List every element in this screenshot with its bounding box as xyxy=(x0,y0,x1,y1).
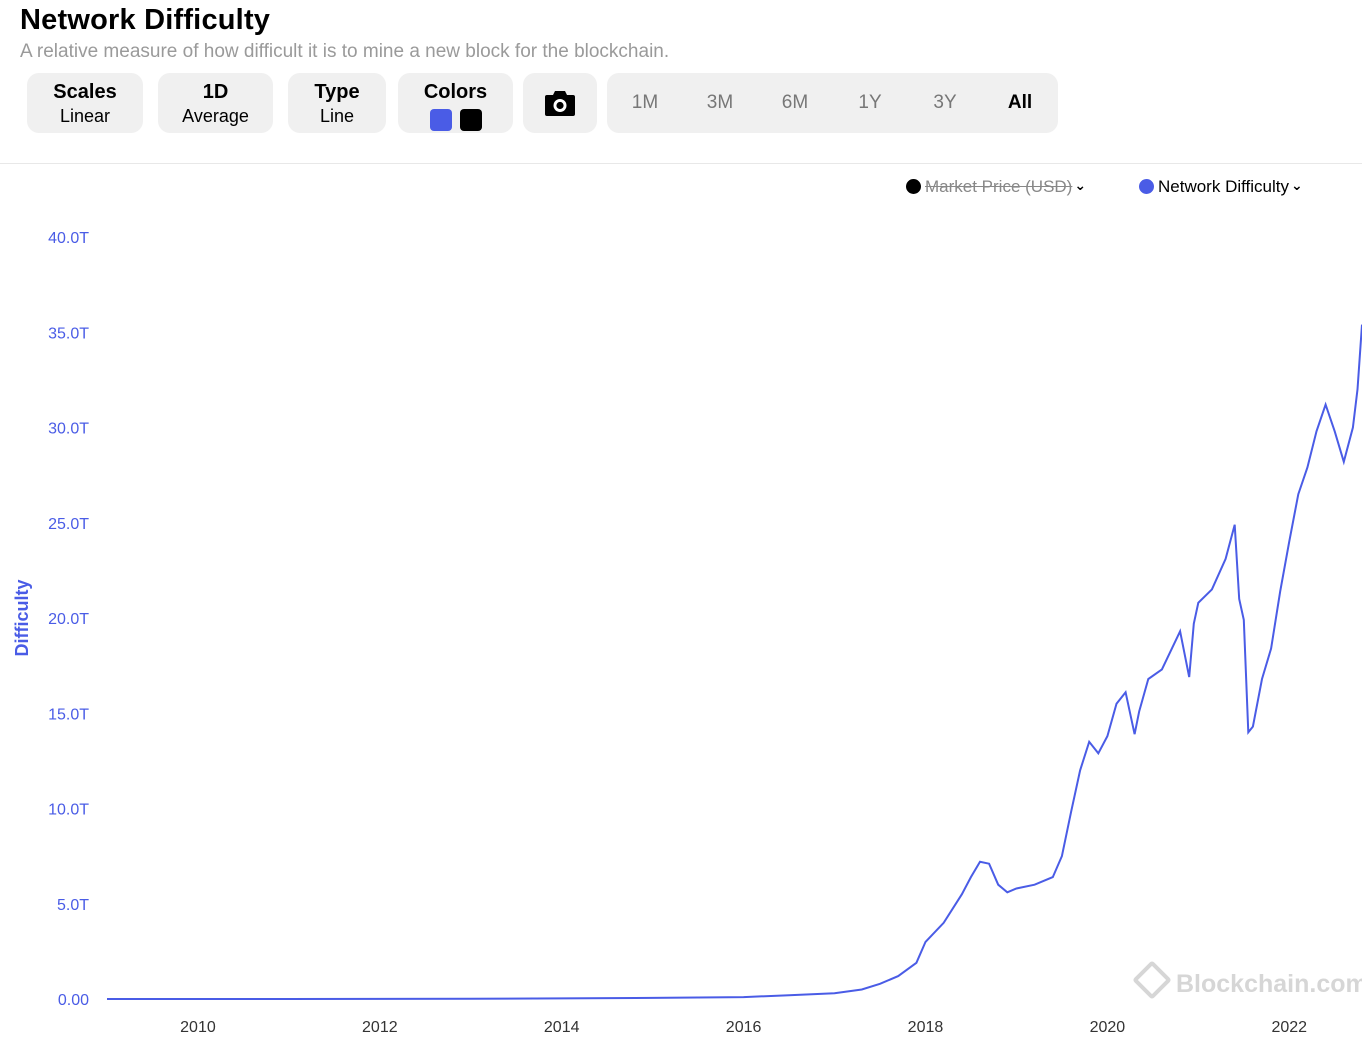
screenshot-button[interactable] xyxy=(523,73,597,133)
y-tick-label: 40.0T xyxy=(48,230,89,247)
y-tick-label: 0.00 xyxy=(58,992,89,1009)
type-button[interactable]: Type Line xyxy=(288,73,386,133)
camera-icon xyxy=(545,91,575,116)
y-tick-label: 20.0T xyxy=(48,611,89,628)
range-3m[interactable]: 3M xyxy=(706,92,734,113)
colors-button[interactable]: Colors xyxy=(398,73,513,133)
legend-dot-network-difficulty xyxy=(1139,179,1154,194)
y-tick-label: 30.0T xyxy=(48,421,89,438)
y-tick-label: 10.0T xyxy=(48,802,89,819)
x-tick-label: 2022 xyxy=(1271,1019,1307,1036)
page-subtitle: A relative measure of how difficult it i… xyxy=(20,41,670,62)
x-tick-label: 2014 xyxy=(544,1019,580,1036)
y-tick-label: 15.0T xyxy=(48,706,89,723)
y-axis-ticks: 0.00 5.0T 10.0T 15.0T 20.0T 25.0T 30.0T 35.0T 40… xyxy=(48,230,89,1009)
y-tick-label: 25.0T xyxy=(48,516,89,533)
legend-item-market-price[interactable]: Market Price (USD) ⌄ xyxy=(906,177,1086,197)
page-title: Network Difficulty xyxy=(20,4,271,36)
x-tick-label: 2010 xyxy=(180,1019,216,1036)
range-1m[interactable]: 1M xyxy=(631,92,659,113)
y-tick-label: 35.0T xyxy=(48,325,89,342)
legend-item-network-difficulty[interactable]: Network Difficulty ⌄ xyxy=(1139,177,1303,197)
range-3y[interactable]: 3Y xyxy=(933,92,957,113)
scales-value: Linear xyxy=(59,106,111,126)
scales-button[interactable]: Scales Linear xyxy=(27,73,143,133)
average-value: Average xyxy=(182,106,249,126)
series-color-swatch-secondary[interactable] xyxy=(459,109,482,131)
watermark-text: Blockchain.com xyxy=(1176,970,1362,998)
series-color-swatch[interactable] xyxy=(429,109,452,131)
range-6m[interactable]: 6M xyxy=(781,92,809,113)
x-tick-label: 2016 xyxy=(726,1019,762,1036)
blockchain-logo-icon xyxy=(1132,960,1172,1000)
x-tick-label: 2020 xyxy=(1090,1019,1126,1036)
blockchain-watermark: Blockchain.com xyxy=(1132,960,1362,1000)
type-value: Line xyxy=(319,106,355,126)
scales-label: Scales xyxy=(53,81,117,103)
chevron-down-icon[interactable]: ⌄ xyxy=(1291,177,1303,193)
legend-label-network-difficulty: Network Difficulty xyxy=(1158,177,1289,196)
legend-label-market-price: Market Price (USD) xyxy=(925,177,1073,196)
average-label: 1D xyxy=(202,81,229,103)
range-all[interactable]: All xyxy=(1007,92,1033,113)
colors-label: Colors xyxy=(423,81,488,103)
average-button[interactable]: 1D Average xyxy=(158,73,273,133)
x-tick-label: 2012 xyxy=(362,1019,398,1036)
x-axis-ticks: 2010 2012 2014 2016 2018 2020 2022 xyxy=(180,1019,1307,1036)
network-difficulty-line xyxy=(107,324,1362,1000)
type-label: Type xyxy=(314,81,360,103)
range-1y[interactable]: 1Y xyxy=(858,92,882,113)
header-divider xyxy=(0,163,1362,164)
x-tick-label: 2018 xyxy=(908,1019,944,1036)
y-axis-label: Difficulty xyxy=(12,579,32,656)
time-range-selector: 1M 3M 6M 1Y 3Y All xyxy=(607,73,1058,133)
chevron-down-icon[interactable]: ⌄ xyxy=(1074,177,1087,193)
y-tick-label: 5.0T xyxy=(57,897,89,914)
legend-dot-market-price xyxy=(906,179,921,194)
